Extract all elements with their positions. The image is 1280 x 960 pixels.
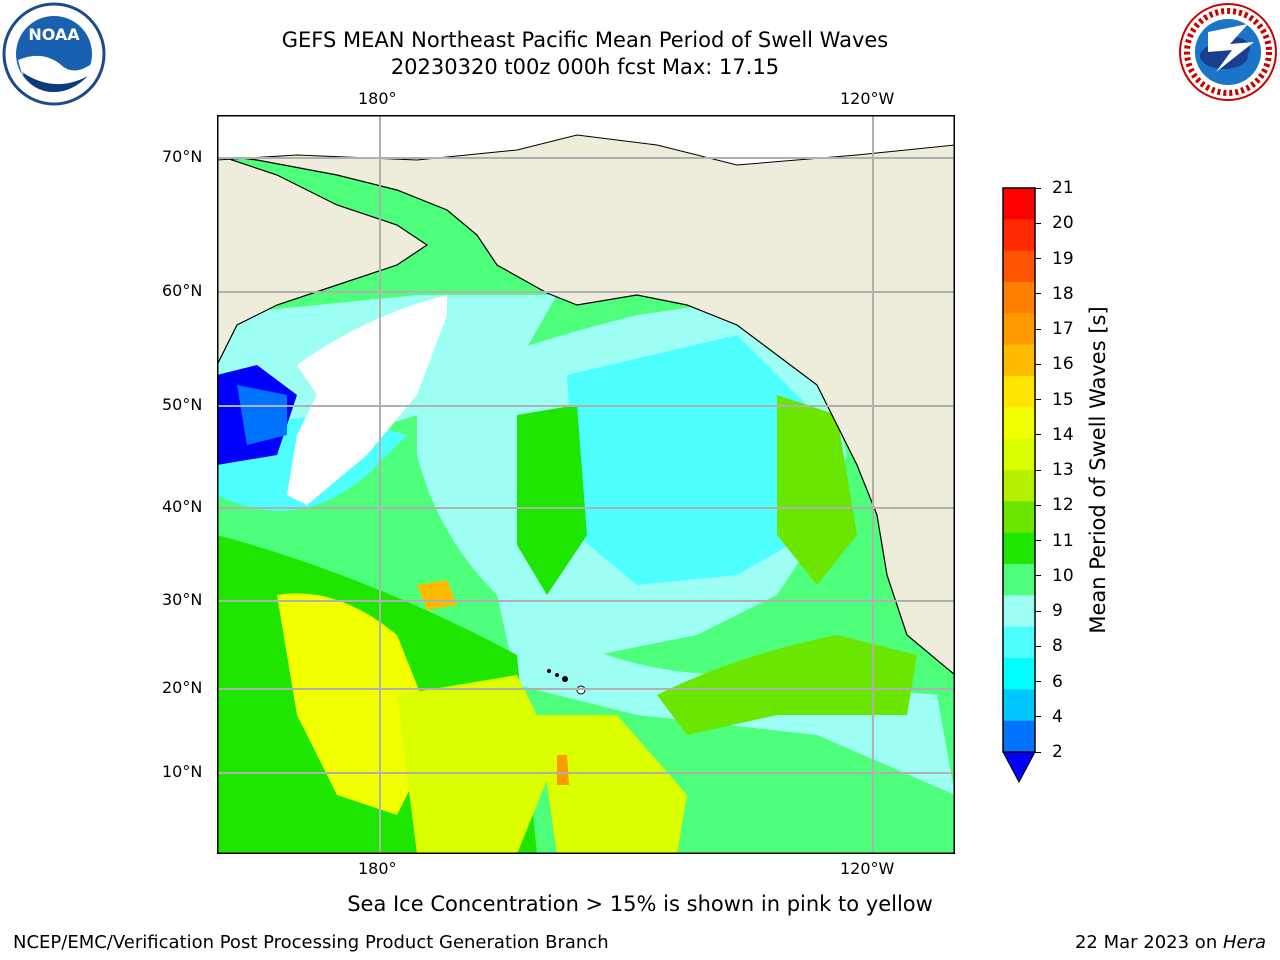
colorbar-label: Mean Period of Swell Waves [s] xyxy=(1086,306,1110,634)
period-8-region-center xyxy=(567,335,817,585)
colorbar-tick-mark xyxy=(1035,328,1041,330)
colorbar-box xyxy=(1003,188,1035,220)
colorbar-box xyxy=(1003,313,1035,346)
colorbar-tick-mark xyxy=(1035,222,1041,224)
footer-date: 22 Mar 2023 on Hera xyxy=(1075,933,1266,953)
colorbar-tick-label: 6 xyxy=(1052,671,1063,692)
colorbar-tick-label: 4 xyxy=(1052,706,1063,727)
footer-date-text: 22 Mar 2023 on xyxy=(1074,932,1223,953)
swell-period-map xyxy=(217,115,955,854)
colorbar-tick-label: 12 xyxy=(1052,495,1074,516)
colorbar-tick-mark xyxy=(1035,399,1041,400)
colorbar-tick-mark xyxy=(1035,434,1041,436)
lat-label-40n: 40°N xyxy=(162,497,203,516)
colorbar-tick-mark xyxy=(1035,575,1041,577)
lat-label-30n: 30°N xyxy=(162,590,203,609)
chart-title-line2: 20230320 t00z 000h fcst Max: 17.15 xyxy=(390,55,780,79)
colorbar-tick-label: 18 xyxy=(1052,283,1074,304)
colorbar-tick-mark xyxy=(1035,469,1041,471)
colorbar-box xyxy=(1003,219,1035,252)
colorbar xyxy=(1002,187,1036,784)
footer-host: Hera xyxy=(1222,932,1266,953)
colorbar-tick-mark xyxy=(1035,293,1041,295)
lat-label-50n: 50°N xyxy=(162,395,203,414)
colorbar-tick-mark xyxy=(1035,258,1041,259)
hawaii-island xyxy=(547,669,551,673)
period-4-region xyxy=(237,385,287,445)
lat-label-20n: 20°N xyxy=(162,678,203,697)
sea-ice-void xyxy=(287,295,447,505)
colorbar-box xyxy=(1003,564,1035,596)
colorbar-box xyxy=(1003,626,1035,659)
colorbar-tick-label: 20 xyxy=(1052,213,1074,234)
lon-label-bottom-120w: 120°W xyxy=(840,859,895,878)
colorbar-box xyxy=(1003,470,1035,502)
colorbar-tick-mark xyxy=(1035,187,1041,189)
period-14-region-w xyxy=(277,593,437,815)
colorbar-tick-label: 8 xyxy=(1052,636,1063,657)
colorbar-tick-mark xyxy=(1035,716,1041,718)
colorbar-tick-label: 9 xyxy=(1052,601,1063,621)
colorbar-box xyxy=(1003,720,1035,753)
colorbar-tick-mark xyxy=(1035,610,1041,612)
colorbar-box xyxy=(1003,407,1035,440)
colorbar-box xyxy=(1003,595,1035,628)
sea-ice-caption: Sea Ice Concentration > 15% is shown in … xyxy=(347,892,933,916)
colorbar-tick-label: 14 xyxy=(1052,424,1074,445)
colorbar-tick-label: 10 xyxy=(1052,565,1074,586)
lat-label-70n: 70°N xyxy=(162,147,203,166)
colorbar-box xyxy=(1003,501,1035,534)
colorbar-box xyxy=(1003,376,1035,408)
period-17-spot xyxy=(557,755,569,785)
footer-branch: NCEP/EMC/Verification Post Processing Pr… xyxy=(13,932,609,953)
map-frame xyxy=(217,115,955,854)
graticule xyxy=(217,115,955,854)
colorbar-tick-label: 19 xyxy=(1052,248,1074,269)
colorbar-box xyxy=(1003,344,1035,377)
lon-label-top-120w: 120°W xyxy=(840,89,895,108)
lon-label-top-180: 180° xyxy=(358,89,397,108)
colorbar-tick-mark xyxy=(1035,363,1041,365)
colorbar-box xyxy=(1003,532,1035,565)
colorbar-tick-label: 11 xyxy=(1052,530,1074,551)
colorbar-tick-label: 15 xyxy=(1052,389,1074,410)
colorbar-box xyxy=(1003,282,1035,314)
colorbar-tick-mark xyxy=(1035,504,1041,506)
colorbar-tick-mark xyxy=(1035,681,1041,682)
north-america-land xyxy=(217,115,955,676)
lon-label-bottom-180: 180° xyxy=(358,859,397,878)
period-12-region-se xyxy=(657,635,917,735)
colorbar-tick-label: 16 xyxy=(1052,354,1074,375)
colorbar-tick-mark xyxy=(1035,540,1041,541)
noaa-logo: NOAA xyxy=(2,2,106,106)
colorbar-box xyxy=(1003,438,1035,471)
colorbar-under-extension xyxy=(1002,751,1036,784)
colorbar-box xyxy=(1003,689,1035,722)
colorbar-box xyxy=(1003,250,1035,283)
colorbar-tick-label: 17 xyxy=(1052,319,1074,339)
colorbar-tick-mark xyxy=(1035,751,1041,753)
period-16-spot xyxy=(417,580,457,610)
colorbar-tick-label: 21 xyxy=(1052,178,1074,198)
lat-label-60n: 60°N xyxy=(162,281,203,300)
lat-label-10n: 10°N xyxy=(162,762,203,781)
period-13-region-s xyxy=(537,715,687,854)
period-11-region-mid xyxy=(517,405,587,595)
siberia-land xyxy=(217,154,429,366)
colorbar-tick-label: 2 xyxy=(1052,742,1063,762)
colorbar-tick-label: 13 xyxy=(1052,460,1074,480)
nws-logo xyxy=(1179,3,1277,101)
chart-title-line1: GEFS MEAN Northeast Pacific Mean Period … xyxy=(281,28,889,52)
period-13-region-sw xyxy=(397,675,557,854)
arctic-ocean xyxy=(217,115,955,166)
period-12-region-coast xyxy=(777,395,857,585)
colorbar-tick-mark xyxy=(1035,645,1041,647)
colorbar-box xyxy=(1003,658,1035,690)
noaa-logo-text: NOAA xyxy=(28,25,80,44)
